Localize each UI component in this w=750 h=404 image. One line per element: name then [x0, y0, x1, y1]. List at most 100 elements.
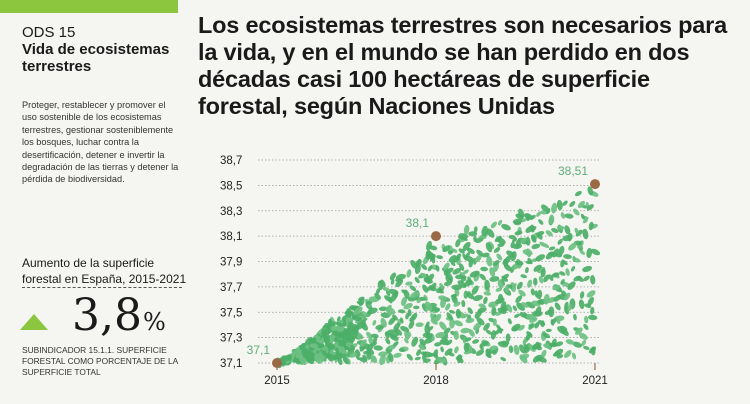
- leaf: [507, 318, 512, 325]
- leaf: [406, 353, 413, 361]
- leaf: [358, 296, 365, 302]
- leaf: [408, 320, 415, 329]
- leaf: [570, 266, 576, 272]
- leaf: [540, 268, 546, 278]
- leaf: [463, 269, 469, 275]
- data-label: 37,1: [247, 343, 271, 357]
- leaf: [536, 232, 543, 240]
- leaf: [453, 301, 461, 307]
- leaf: [473, 322, 482, 331]
- leaf: [523, 213, 534, 220]
- leaf: [460, 327, 471, 334]
- leaf: [511, 323, 521, 331]
- leaf: [443, 280, 453, 287]
- leaf: [491, 306, 497, 316]
- leaf: [572, 257, 581, 263]
- leaf: [560, 212, 566, 219]
- leaf: [534, 321, 540, 329]
- leaf: [569, 201, 576, 207]
- leaf: [502, 259, 509, 265]
- leaf: [587, 296, 594, 306]
- leaf: [465, 292, 475, 300]
- leaf: [477, 307, 487, 313]
- leaf: [444, 337, 449, 346]
- leaf: [575, 229, 583, 237]
- leaf: [330, 322, 336, 328]
- leaf: [384, 331, 390, 339]
- leaf: [455, 274, 464, 280]
- leaf: [339, 353, 348, 359]
- leaf: [420, 272, 427, 279]
- leaf: [563, 254, 572, 260]
- leaf: [525, 266, 529, 274]
- leaf: [474, 254, 482, 263]
- leaf: [495, 287, 503, 292]
- leaf: [426, 240, 432, 251]
- leaf: [373, 345, 383, 351]
- leaf: [575, 327, 583, 335]
- leaf: [559, 271, 566, 276]
- leaf: [552, 284, 561, 291]
- leaf: [539, 241, 547, 247]
- leaf: [488, 303, 495, 308]
- leaf: [449, 309, 455, 314]
- stat-unit: %: [143, 308, 166, 336]
- leaf: [335, 347, 340, 355]
- leaf: [478, 303, 486, 309]
- leaf: [590, 346, 596, 356]
- leaf: [433, 313, 442, 323]
- leaf: [340, 346, 346, 353]
- leaf: [572, 341, 583, 348]
- leaf: [466, 247, 475, 255]
- leaf: [453, 320, 463, 327]
- leaf: [496, 237, 506, 245]
- leaf: [520, 237, 527, 244]
- leaf: [452, 294, 457, 300]
- leaf: [331, 330, 341, 337]
- x-tick-label: 2018: [423, 375, 449, 387]
- leaf: [430, 313, 436, 321]
- leaf: [548, 214, 555, 225]
- chart-foliage-area: [274, 186, 601, 369]
- leaf: [540, 210, 548, 215]
- stat-note: SUBINDICADOR 15.1.1. SUPERFICIE FORESTAL…: [22, 345, 178, 377]
- leaf: [457, 280, 467, 289]
- leaf: [458, 235, 465, 241]
- leaf: [342, 319, 347, 327]
- leaf: [480, 266, 488, 272]
- leaf: [506, 304, 513, 313]
- leaf: [554, 302, 561, 311]
- leaf: [455, 238, 461, 248]
- leaf: [356, 300, 364, 306]
- leaf: [348, 336, 356, 344]
- leaf: [543, 274, 550, 283]
- leaf: [582, 228, 589, 240]
- leaf: [573, 313, 577, 321]
- y-tick-label: 38,3: [220, 206, 242, 218]
- leaf: [435, 265, 440, 272]
- leaf: [460, 275, 467, 283]
- leaf: [440, 346, 444, 353]
- leaf: [546, 208, 551, 215]
- headline: Los ecosistemas terrestres son necesario…: [198, 12, 727, 119]
- leaf: [472, 339, 480, 344]
- leaf: [541, 349, 547, 358]
- leaf: [583, 345, 590, 350]
- leaf: [453, 330, 459, 340]
- leaf: [523, 344, 530, 351]
- leaf: [301, 347, 309, 353]
- leaf: [590, 275, 596, 285]
- leaf: [586, 290, 596, 298]
- leaf: [388, 316, 396, 326]
- leaf: [564, 213, 574, 219]
- chart-points: 37,1 38,1 38,51: [247, 164, 600, 368]
- leaf: [521, 302, 529, 308]
- leaf: [532, 354, 543, 363]
- leaf: [423, 358, 431, 363]
- leaf: [485, 329, 492, 335]
- leaf: [515, 295, 523, 303]
- leaf: [380, 317, 387, 328]
- leaf: [548, 274, 554, 281]
- stat-value: 3,8: [72, 290, 142, 341]
- leaf: [287, 354, 292, 362]
